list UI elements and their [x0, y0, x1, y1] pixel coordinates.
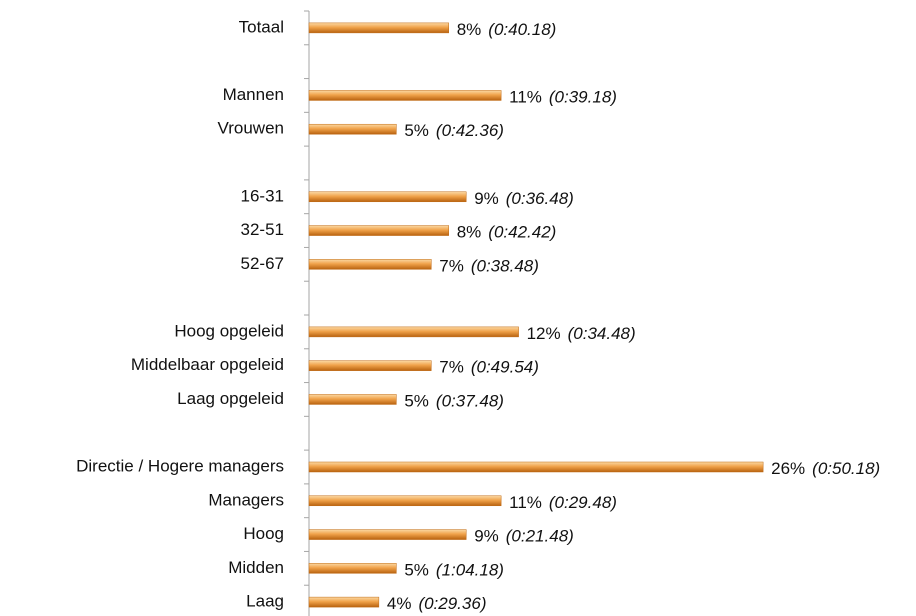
value-label: 9%: [474, 189, 499, 208]
y-tick-label: 16-31: [241, 186, 284, 205]
bar: [308, 123, 397, 135]
value-label: 5%: [404, 561, 429, 580]
data-label: 11% (0:29.48): [509, 493, 617, 512]
bar: [308, 596, 380, 608]
value-label: 5%: [404, 392, 429, 411]
bar: [308, 394, 397, 405]
bar: [308, 90, 502, 101]
data-label: 7% (0:38.48): [439, 257, 539, 276]
bar: [308, 191, 467, 203]
time-label: (0:29.36): [418, 595, 486, 614]
value-label: 8%: [457, 20, 482, 39]
data-label: 4% (0:29.36): [387, 595, 487, 614]
y-tick-label: Middelbaar opgeleid: [131, 355, 284, 374]
time-label: (0:38.48): [471, 257, 539, 276]
data-label: 5% (1:04.18): [404, 561, 504, 580]
data-label: 8% (0:40.18): [457, 20, 557, 39]
time-label: (0:21.48): [506, 527, 574, 546]
y-tick-label: Midden: [228, 558, 284, 577]
value-label: 5%: [404, 122, 429, 141]
bar: [308, 259, 432, 270]
bar: [308, 495, 502, 507]
value-label: 7%: [439, 358, 464, 377]
y-tick-label: Hoog opgeleid: [174, 321, 284, 340]
value-label: 12%: [527, 324, 561, 343]
bar: [308, 360, 432, 371]
data-label: 5% (0:37.48): [404, 392, 504, 411]
time-label: (0:34.48): [568, 324, 636, 343]
y-tick-label: Directie / Hogere managers: [76, 456, 284, 475]
time-label: (0:42.42): [488, 223, 556, 242]
time-label: (0:39.18): [549, 88, 617, 107]
time-label: (0:40.18): [488, 20, 556, 39]
bar: [308, 22, 449, 34]
y-tick-label: Laag opgeleid: [177, 389, 284, 408]
time-label: (0:49.54): [471, 358, 539, 377]
value-label: 26%: [771, 459, 805, 478]
value-label: 8%: [457, 223, 482, 242]
y-tick-label: Vrouwen: [218, 119, 284, 138]
data-label: 12% (0:34.48): [527, 324, 636, 343]
y-tick-label: Totaal: [239, 17, 284, 36]
time-label: (0:50.18): [812, 459, 880, 478]
y-tick-label: Managers: [208, 490, 284, 509]
value-label: 11%: [509, 88, 542, 107]
value-label: 11%: [509, 493, 542, 512]
data-label: 11% (0:39.18): [509, 88, 617, 107]
y-tick-label: Mannen: [223, 85, 284, 104]
y-tick-label: Hoog: [243, 524, 284, 543]
data-label: 8% (0:42.42): [457, 223, 557, 242]
data-label: 9% (0:21.48): [474, 527, 574, 546]
y-tick-label: Laag: [246, 592, 284, 611]
data-label: 5% (0:42.36): [404, 122, 504, 141]
data-label: 26% (0:50.18): [771, 459, 880, 478]
value-label: 4%: [387, 595, 412, 614]
data-label: 9% (0:36.48): [474, 189, 574, 208]
bar: [308, 461, 764, 473]
data-label: 7% (0:49.54): [439, 358, 539, 377]
bar: [308, 563, 397, 574]
time-label: (0:37.48): [436, 392, 504, 411]
y-tick-label: 32-51: [241, 220, 284, 239]
time-label: (1:04.18): [436, 561, 504, 580]
bar: [308, 326, 519, 338]
time-label: (0:36.48): [506, 189, 574, 208]
y-tick-label: 52-67: [241, 254, 284, 273]
bar: [308, 529, 467, 540]
time-label: (0:42.36): [436, 122, 504, 141]
value-label: 9%: [474, 527, 499, 546]
value-label: 7%: [439, 257, 464, 276]
time-label: (0:29.48): [549, 493, 617, 512]
bar: [308, 225, 449, 236]
